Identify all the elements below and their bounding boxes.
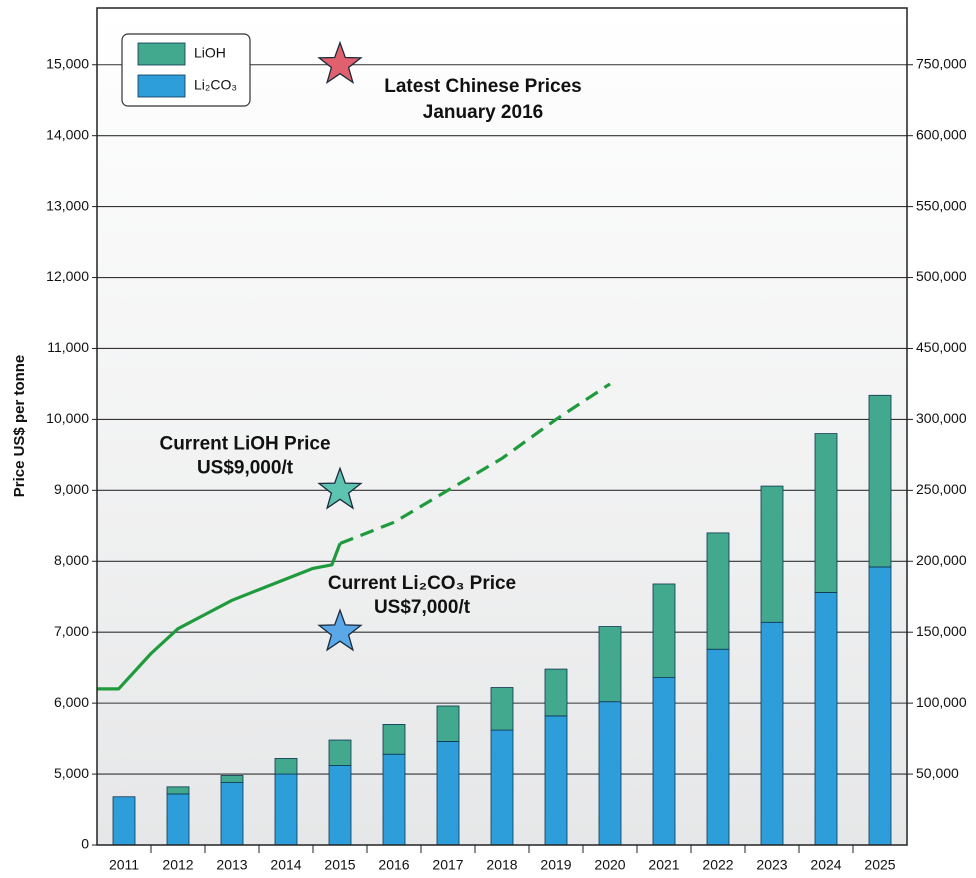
x-tick-label: 2025 xyxy=(864,857,895,873)
y2-tick-label: 100,000 xyxy=(916,694,967,710)
y2-tick-label: 150,000 xyxy=(916,623,967,639)
bar-segment xyxy=(328,739,352,766)
legend-label: LiOH xyxy=(194,45,226,61)
x-tick-label: 2020 xyxy=(594,857,625,873)
bar-segment xyxy=(706,532,730,650)
bar-segment xyxy=(868,394,892,568)
x-tick-label: 2017 xyxy=(432,857,463,873)
x-tick-label: 2013 xyxy=(216,857,247,873)
price-line xyxy=(97,542,342,691)
legend-label: Li₂CO₃ xyxy=(194,77,237,93)
legend: LiOH Li₂CO₃ xyxy=(121,33,251,107)
bar-segment xyxy=(544,668,568,717)
annotation: US$9,000/t xyxy=(197,457,294,478)
y-tick-label: 9,000 xyxy=(54,481,89,497)
x-tick-label: 2024 xyxy=(810,857,841,873)
y-tick-label: 5,000 xyxy=(54,765,89,781)
y2-tick-label: 600,000 xyxy=(916,126,967,142)
x-tick-label: 2015 xyxy=(324,857,355,873)
star-marker xyxy=(317,466,363,510)
legend-swatch xyxy=(137,42,186,66)
bar-segment xyxy=(544,715,568,846)
bar-segment xyxy=(814,592,838,846)
x-tick-label: 2022 xyxy=(702,857,733,873)
bar-segment xyxy=(166,786,190,795)
y-tick-label: 0 xyxy=(81,836,89,852)
bar-segment xyxy=(436,741,460,846)
y2-tick-label: 250,000 xyxy=(916,481,967,497)
bar-segment xyxy=(598,626,622,703)
y2-tick-label: 50,000 xyxy=(916,765,959,781)
bar-segment xyxy=(652,677,676,846)
star-marker xyxy=(317,608,363,652)
x-tick-label: 2018 xyxy=(486,857,517,873)
bar-segment xyxy=(112,796,136,846)
bar-segment xyxy=(220,782,244,846)
y-tick-label: 10,000 xyxy=(46,410,89,426)
annotation: January 2016 xyxy=(423,102,543,123)
legend-swatch xyxy=(137,74,186,98)
y2-tick-label: 450,000 xyxy=(916,339,967,355)
x-tick-label: 2011 xyxy=(109,857,139,873)
y-tick-label: 13,000 xyxy=(46,197,89,213)
price-line xyxy=(339,382,611,545)
bar-segment xyxy=(382,753,406,846)
annotation: US$7,000/t xyxy=(374,597,471,618)
y2-tick-label: 550,000 xyxy=(916,197,967,213)
star-marker xyxy=(317,40,363,85)
bar-segment xyxy=(490,687,514,731)
bar-segment xyxy=(652,583,676,678)
y-axis-label: Price US$ per tonne xyxy=(11,355,28,498)
bar-segment xyxy=(274,758,298,775)
bar-segment xyxy=(490,729,514,846)
x-tick-label: 2019 xyxy=(540,857,571,873)
bar-segment xyxy=(220,775,244,783)
x-tick-label: 2016 xyxy=(378,857,409,873)
bar-segment xyxy=(760,485,784,623)
y2-tick-label: 500,000 xyxy=(916,268,967,284)
bar-segment xyxy=(436,705,460,742)
bar-segment xyxy=(382,724,406,755)
x-tick-label: 2014 xyxy=(270,857,301,873)
plot-frame xyxy=(96,7,908,846)
bar-segment xyxy=(166,793,190,846)
bar-segment xyxy=(706,648,730,846)
bar-segment xyxy=(274,773,298,846)
x-tick-label: 2021 xyxy=(648,857,679,873)
y-tick-label: 15,000 xyxy=(46,55,89,71)
annotation: Latest Chinese Prices xyxy=(384,76,581,97)
y-tick-label: 7,000 xyxy=(54,623,89,639)
y2-tick-label: 200,000 xyxy=(916,552,967,568)
y-tick-label: 8,000 xyxy=(54,552,89,568)
bar-segment xyxy=(328,765,352,846)
y-tick-label: 14,000 xyxy=(46,126,89,142)
x-tick-label: 2012 xyxy=(162,857,193,873)
bar-segment xyxy=(868,566,892,846)
y2-tick-label: 750,000 xyxy=(916,55,967,71)
bar-segment xyxy=(760,621,784,846)
annotation: Current LiOH Price xyxy=(159,433,330,454)
y-tick-label: 12,000 xyxy=(46,268,89,284)
bar-segment xyxy=(814,433,838,593)
bar-segment xyxy=(598,701,622,846)
y-tick-label: 11,000 xyxy=(47,339,89,355)
x-tick-label: 2023 xyxy=(756,857,787,873)
y2-tick-label: 300,000 xyxy=(916,410,967,426)
annotation: Current Li₂CO₃ Price xyxy=(328,573,516,594)
y-tick-label: 6,000 xyxy=(54,694,89,710)
